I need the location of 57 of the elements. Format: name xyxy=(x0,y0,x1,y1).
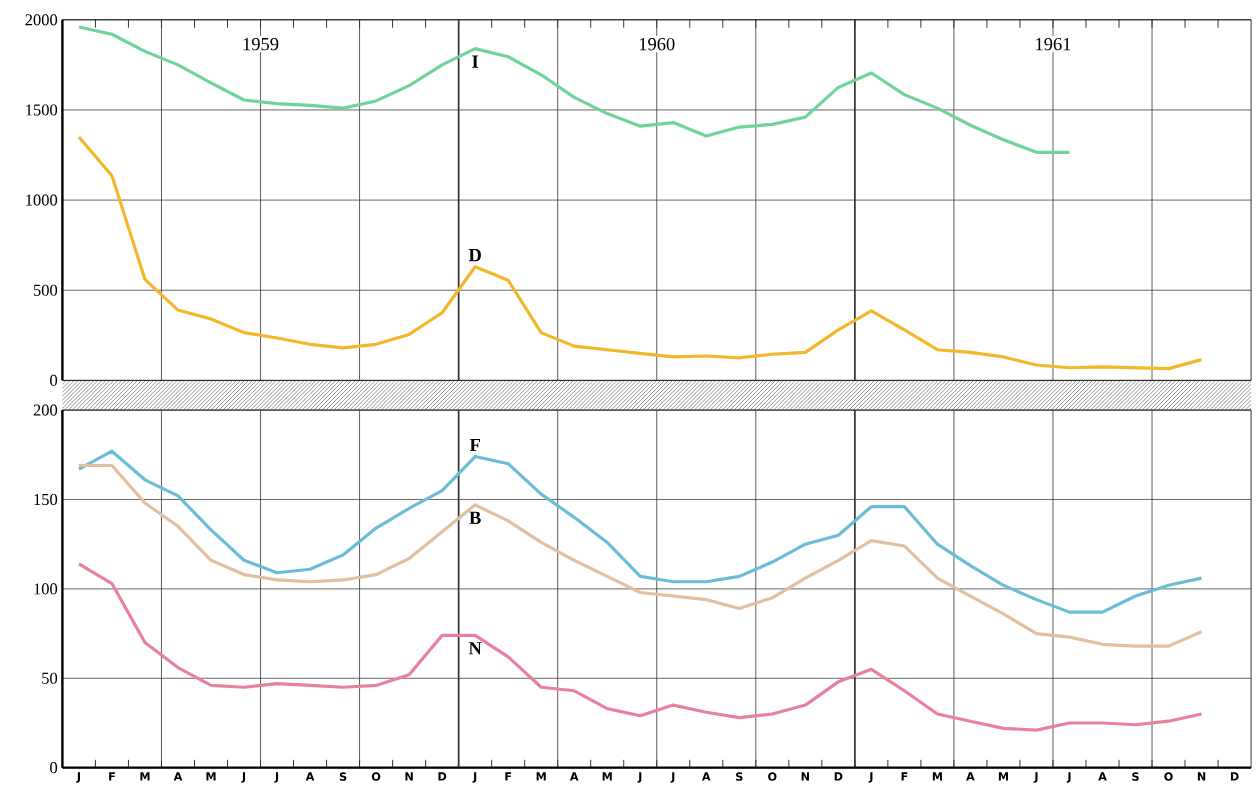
x-tick-label: D xyxy=(834,772,843,781)
x-tick-label: J xyxy=(637,772,642,783)
x-tick-label: J xyxy=(76,772,80,783)
line-series xyxy=(77,562,1204,732)
x-tick-label: O xyxy=(1164,772,1173,781)
x-tick-label: A xyxy=(701,772,711,781)
y-tick-label: 0 xyxy=(50,374,58,386)
x-tick-label: D xyxy=(1230,772,1239,781)
x-tick-label: O xyxy=(371,772,381,781)
x-tick-label: S xyxy=(1132,772,1139,781)
x-tick-label: S xyxy=(339,772,347,781)
x-tick-label: A xyxy=(305,772,315,781)
x-tick-label: F xyxy=(901,772,908,781)
line-series xyxy=(77,449,1204,614)
x-tick-label: M xyxy=(140,772,150,781)
series-label: F xyxy=(469,438,480,451)
annotation: 1960 xyxy=(639,37,675,51)
x-tick-label: A xyxy=(1098,772,1107,781)
annotation: 1959 xyxy=(243,37,279,51)
line-series xyxy=(77,25,1072,154)
x-tick-label: M xyxy=(602,772,612,781)
y-tick-label: 150 xyxy=(34,493,58,505)
x-tick-label: N xyxy=(801,772,809,781)
y-tick-label: 2000 xyxy=(25,14,58,26)
annotation: 1961 xyxy=(1036,37,1071,51)
y-tick-label: 500 xyxy=(33,284,58,296)
x-tick-label: D xyxy=(438,772,447,781)
x-tick-label: O xyxy=(768,772,777,781)
x-tick-label: A xyxy=(966,772,975,781)
x-tick-label: M xyxy=(536,772,546,781)
series-label: B xyxy=(469,511,481,524)
y-tick-label: 100 xyxy=(34,583,58,595)
x-tick-label: J xyxy=(1033,772,1038,783)
x-tick-label: A xyxy=(569,772,579,781)
y-tick-label: 1000 xyxy=(26,194,58,206)
x-tick-label: J xyxy=(274,772,279,783)
series-label: I xyxy=(472,55,479,68)
series-label: D xyxy=(468,248,481,262)
x-tick-label: M xyxy=(206,772,216,781)
x-tick-label: J xyxy=(670,772,675,783)
x-tick-label: N xyxy=(1197,772,1206,781)
y-tick-label: 50 xyxy=(42,672,58,684)
y-tick-label: 1500 xyxy=(26,104,58,116)
x-tick-label: M xyxy=(998,772,1008,781)
x-tick-label: J xyxy=(241,772,246,783)
x-tick-label: A xyxy=(173,772,183,781)
x-tick-label: F xyxy=(505,772,512,781)
x-tick-label: S xyxy=(736,772,743,781)
series-label: N xyxy=(468,642,482,655)
x-tick-label: J xyxy=(1066,772,1071,783)
x-tick-label: J xyxy=(868,772,873,783)
x-tick-label: J xyxy=(472,772,477,783)
y-tick-label: 0 xyxy=(50,761,58,774)
x-tick-label: M xyxy=(932,772,942,781)
x-tick-label: N xyxy=(405,772,413,781)
y-tick-label: 200 xyxy=(33,404,58,416)
x-tick-label: F xyxy=(109,772,115,781)
